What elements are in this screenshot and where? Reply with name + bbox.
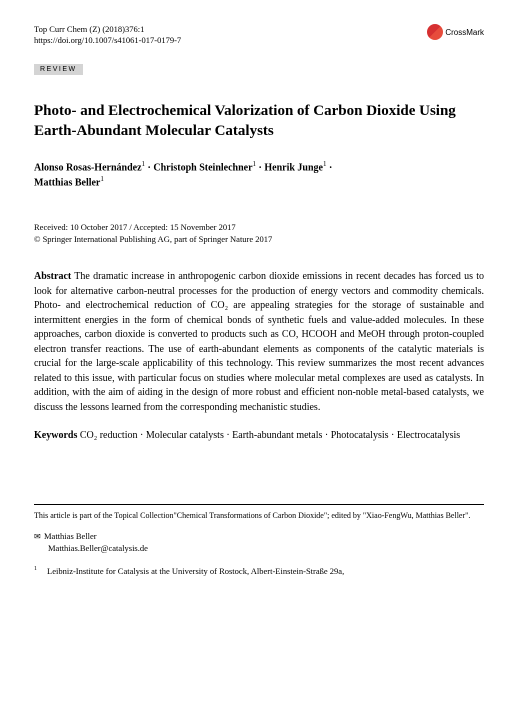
abstract-block: Abstract The dramatic increase in anthro…: [34, 270, 484, 415]
author-1: Alonso Rosas-Hernández: [34, 162, 142, 173]
article-page: Top Curr Chem (Z) (2018)376:1 https://do…: [0, 0, 518, 598]
crossmark-label: CrossMark: [445, 28, 484, 37]
article-title: Photo- and Electrochemical Valorization …: [34, 101, 484, 142]
collection-note: This article is part of the Topical Coll…: [34, 511, 484, 522]
corresp-name: Matthias Beller: [44, 531, 97, 541]
author-3: Henrik Junge: [264, 162, 323, 173]
affil-text: Leibniz-Institute for Catalysis at the U…: [47, 566, 344, 576]
dates-block: Received: 10 October 2017 / Accepted: 15…: [34, 222, 484, 246]
article-type-label: REVIEW: [34, 64, 83, 75]
corresponding-author: ✉Matthias Beller Matthias.Beller@catalys…: [34, 531, 484, 555]
envelope-icon: ✉: [34, 531, 44, 542]
citation-block: Top Curr Chem (Z) (2018)376:1 https://do…: [34, 24, 181, 46]
keywords-label: Keywords: [34, 430, 77, 441]
authors-block: Alonso Rosas-Hernández 1 · Christoph Stei…: [34, 160, 484, 191]
keywords-text: CO₂ reduction · Molecular catalysts · Ea…: [77, 430, 460, 441]
author-sep-3: ·: [327, 162, 333, 173]
affil-num: 1: [34, 566, 37, 572]
corresp-email: Matthias.Beller@catalysis.de: [48, 543, 148, 553]
crossmark-icon: [427, 24, 443, 40]
author-4-affil: 1: [100, 175, 104, 183]
page-header: Top Curr Chem (Z) (2018)376:1 https://do…: [34, 24, 484, 46]
abstract-text: The dramatic increase in anthropogenic c…: [34, 271, 484, 413]
citation-line: Top Curr Chem (Z) (2018)376:1: [34, 24, 181, 35]
copyright-line: © Springer International Publishing AG, …: [34, 234, 484, 246]
crossmark-badge[interactable]: CrossMark: [427, 24, 484, 40]
doi-line: https://doi.org/10.1007/s41061-017-0179-…: [34, 35, 181, 46]
author-4: Matthias Beller: [34, 177, 100, 188]
keywords-block: Keywords CO₂ reduction · Molecular catal…: [34, 429, 484, 444]
affiliation: 1 Leibniz-Institute for Catalysis at the …: [34, 565, 484, 578]
author-2: Christoph Steinlechner: [153, 162, 252, 173]
received-accepted: Received: 10 October 2017 / Accepted: 15…: [34, 222, 484, 234]
abstract-label: Abstract: [34, 271, 71, 282]
footer-separator: [34, 504, 484, 505]
